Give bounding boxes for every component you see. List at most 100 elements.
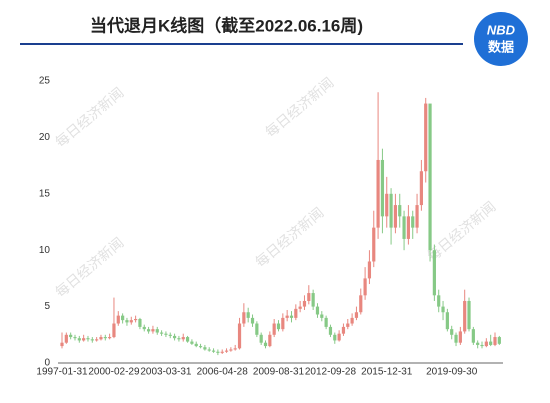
candle-body <box>285 315 289 318</box>
candle-body <box>242 312 246 324</box>
x-tick-label: 2006-04-28 <box>197 367 249 378</box>
candle-body <box>471 329 475 343</box>
candle-body <box>220 351 224 353</box>
candle-body <box>489 341 493 345</box>
y-tick-label: 15 <box>39 188 51 199</box>
candle-body <box>134 319 138 321</box>
candle-body <box>445 312 449 330</box>
candle-body <box>190 341 194 344</box>
y-tick-label: 0 <box>44 358 50 369</box>
candle-body <box>60 342 64 347</box>
candle-body <box>463 300 467 332</box>
candle-body <box>194 343 198 347</box>
candle-body <box>376 159 380 228</box>
candle-body <box>99 337 103 340</box>
candle-body <box>216 351 220 353</box>
candle-body <box>95 339 99 341</box>
candle-body <box>177 338 181 340</box>
candle-body <box>298 306 302 309</box>
candle-body <box>103 337 107 339</box>
candle-body <box>155 329 159 333</box>
candle-body <box>224 350 229 352</box>
watermark: 每日经济新闻 <box>53 85 128 151</box>
candle-body <box>129 320 133 323</box>
candle-body <box>497 337 501 344</box>
candle-body <box>168 334 172 336</box>
logo-top: NBD <box>487 22 516 37</box>
candle-body <box>69 334 73 338</box>
candle-body <box>185 337 190 342</box>
candle-body <box>315 306 320 315</box>
candle-body <box>151 329 155 332</box>
logo-bottom: 数据 <box>488 39 514 54</box>
candle-body <box>441 306 445 313</box>
x-tick-label: 2000-02-29 <box>88 367 140 378</box>
candle-body <box>389 193 393 228</box>
candle-body <box>207 349 211 351</box>
candle-body <box>255 323 259 335</box>
candle-body <box>393 205 398 228</box>
candle-body <box>229 349 233 351</box>
candle-body <box>424 103 428 172</box>
candle-body <box>480 344 484 347</box>
candle-body <box>172 335 177 339</box>
x-tick-label: 2019-09-30 <box>426 367 478 378</box>
candle-body <box>320 314 324 318</box>
candle-body <box>268 334 272 347</box>
candle-body <box>454 334 458 343</box>
candle-body <box>108 337 112 339</box>
x-tick-label: 2012-09-28 <box>305 367 357 378</box>
candle-body <box>272 323 276 335</box>
x-tick-label: 1997-01-31 <box>36 367 88 378</box>
candle-body <box>380 159 385 217</box>
candle-body <box>415 205 419 228</box>
x-tick-label: 2003-03-31 <box>140 367 192 378</box>
candle-body <box>246 312 250 318</box>
candle-body <box>346 323 350 327</box>
candle-body <box>367 261 372 279</box>
y-tick-label: 25 <box>39 76 51 87</box>
y-tick-label: 10 <box>39 245 51 256</box>
candle-body <box>181 337 185 340</box>
candle-body <box>419 171 423 206</box>
watermark: 每日经济新闻 <box>53 235 128 301</box>
logo-badge <box>474 12 528 66</box>
candle-body <box>493 337 497 345</box>
candle-body <box>484 341 488 347</box>
x-tick-label: 2009-08-31 <box>253 367 305 378</box>
candle-body <box>467 300 471 330</box>
candle-body <box>402 216 406 239</box>
candle-body <box>203 347 207 350</box>
candle-body <box>328 326 333 335</box>
candle-body <box>138 319 142 327</box>
candle-body <box>458 331 462 343</box>
candle-body <box>354 312 359 318</box>
watermark: 每日经济新闻 <box>253 205 328 271</box>
candle-body <box>121 315 125 321</box>
candle-body <box>289 315 294 318</box>
candle-body <box>363 278 367 296</box>
candle-body <box>432 250 436 296</box>
candle-body <box>250 317 255 324</box>
candle-body <box>82 338 86 341</box>
candle-body <box>324 317 328 327</box>
candle-body <box>116 315 120 324</box>
candle-body <box>385 193 389 217</box>
candle-body <box>86 338 90 340</box>
y-tick-label: 5 <box>44 301 50 312</box>
candle-body <box>211 350 216 352</box>
candle-body <box>112 323 116 338</box>
candle-body <box>333 334 337 341</box>
candle-body <box>307 293 311 301</box>
candle-body <box>406 216 410 239</box>
candle-body <box>142 326 146 330</box>
candle-body <box>147 329 151 332</box>
chart-title: 当代退月K线图（截至2022.06.16周) <box>90 15 363 35</box>
candle-body <box>233 348 237 350</box>
candle-body <box>294 308 298 318</box>
y-tick-label: 20 <box>39 132 51 143</box>
candle-body <box>398 205 402 217</box>
candle-body <box>198 346 203 348</box>
